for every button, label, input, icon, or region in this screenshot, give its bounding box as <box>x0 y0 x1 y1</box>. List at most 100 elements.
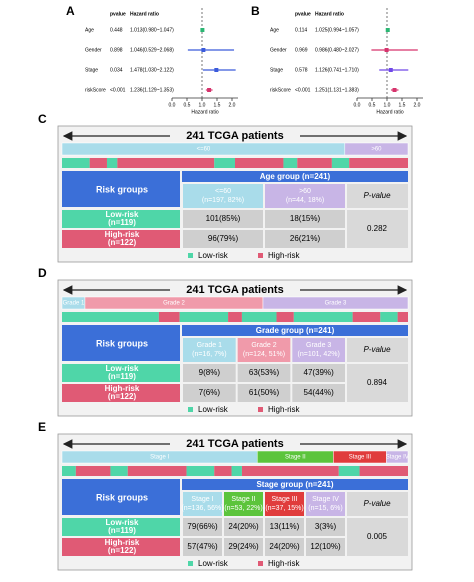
risk-stripe <box>62 466 76 476</box>
subheader-label: Stage IV <box>312 496 339 503</box>
panel-title: 241 TCGA patients <box>186 438 283 450</box>
p-value: 0.448 <box>110 27 123 33</box>
p-header-cell <box>347 184 408 208</box>
risk-stripe <box>231 466 242 476</box>
risk-stripe <box>214 466 232 476</box>
subheader-cell <box>183 184 263 208</box>
legend-label: Low-risk <box>198 405 229 414</box>
segment-label: Stage IV <box>386 455 409 461</box>
x-tick-label: 0.5 <box>184 102 191 108</box>
risk-cell <box>62 538 180 556</box>
cell-text: 57(47%) <box>187 542 218 551</box>
risk-stripe <box>75 466 111 476</box>
cell-text: 47(39%) <box>304 368 335 377</box>
risk-stripe <box>158 312 180 322</box>
risk-cell <box>62 364 180 382</box>
p-value: 0.898 <box>110 47 123 53</box>
subheader-cell <box>306 492 345 516</box>
segment-label: >60 <box>371 147 382 153</box>
row-name: Stage <box>270 67 283 73</box>
subheader-label: Stage III <box>271 496 297 503</box>
hr-point <box>200 28 205 32</box>
p-value: 0.969 <box>295 47 308 53</box>
risk-label: Low-risk <box>106 210 139 219</box>
subheader-label: Grade 2 <box>251 342 276 349</box>
p-value: <0.001 <box>110 87 126 93</box>
subheader-detail: (n=15, 6%) <box>308 505 342 512</box>
risk-stripe <box>380 312 398 322</box>
group-header-cell <box>182 171 408 182</box>
risk-stripe <box>293 312 353 322</box>
axis-label: Hazard ratio <box>376 109 403 115</box>
cell-text: 61(50%) <box>249 388 280 397</box>
cell-text: 18(15%) <box>290 214 321 223</box>
cell-text: 7(6%) <box>199 388 221 397</box>
subheader-detail: (n=53, 22%) <box>224 505 262 512</box>
x-tick-label: 1.5 <box>214 102 221 108</box>
p-value: <0.001 <box>295 87 311 93</box>
risk-n: (n=122) <box>108 546 137 555</box>
hr-text: 1.046(0.529~2.068) <box>130 47 174 53</box>
panel-title: 241 TCGA patients <box>186 284 283 296</box>
p-value: 0.578 <box>295 67 308 73</box>
risk-label: High-risk <box>105 384 140 393</box>
segment-label: <=60 <box>197 147 211 153</box>
risk-stripe <box>106 158 118 168</box>
legend-label: High-risk <box>268 405 301 414</box>
corner-cell <box>62 325 180 361</box>
segment-label: Stage I <box>150 455 169 461</box>
data-cell <box>292 384 345 402</box>
data-cell <box>292 364 345 382</box>
risk-stripe <box>62 312 159 322</box>
x-tick-label: 2.0 <box>229 102 236 108</box>
cell-text: 3(3%) <box>315 522 337 531</box>
subheader-label: >60 <box>299 188 311 195</box>
data-cell <box>183 538 222 556</box>
legend-label: Low-risk <box>198 559 229 568</box>
x-tick-label: 2.0 <box>414 102 421 108</box>
column-header: pvalue <box>295 11 311 17</box>
subheader-detail: (n=101, 42%) <box>298 351 340 358</box>
row-name: Gender <box>85 47 102 53</box>
hr-text: 1.236(1.129~1.353) <box>130 87 174 93</box>
legend-swatch <box>188 253 193 258</box>
data-cell <box>183 210 263 228</box>
hr-text: 1.478(1.030~2.122) <box>130 67 174 73</box>
p-header: P-value <box>363 191 391 200</box>
data-cell <box>183 364 236 382</box>
title-bg <box>170 129 300 143</box>
risk-stripe <box>110 466 128 476</box>
subheader-detail: (n=197, 82%) <box>202 197 244 204</box>
p-value-cell <box>347 518 408 556</box>
risk-stripe <box>397 312 408 322</box>
risk-n: (n=122) <box>108 238 137 247</box>
subheader-label: Grade 1 <box>197 342 222 349</box>
risk-stripe <box>127 466 187 476</box>
risk-label: High-risk <box>105 230 140 239</box>
p-header: P-value <box>363 499 391 508</box>
title-bg <box>170 437 300 451</box>
group-header-cell <box>182 479 408 490</box>
subheader-detail: (n=124, 51%) <box>243 351 285 358</box>
p-value-cell <box>347 210 408 248</box>
data-cell <box>265 210 345 228</box>
hr-point <box>388 68 393 72</box>
risk-stripe <box>186 466 215 476</box>
legend-label: High-risk <box>268 559 301 568</box>
risk-stripe <box>283 158 298 168</box>
cell-text: 12(10%) <box>310 542 341 551</box>
data-cell <box>183 384 236 402</box>
hr-text: 1.013(0.980~1.047) <box>130 27 174 33</box>
p-value: 0.894 <box>367 378 388 387</box>
hr-point <box>214 68 219 72</box>
data-cell <box>306 518 345 536</box>
legend-swatch <box>258 253 263 258</box>
segment-label: Stage III <box>349 455 372 461</box>
risk-cell <box>62 210 180 228</box>
category-segment <box>262 296 409 310</box>
risk-stripe <box>228 312 242 322</box>
hr-point <box>201 48 206 52</box>
segment-label: Stage II <box>285 455 306 461</box>
subheader-cell <box>265 492 304 516</box>
